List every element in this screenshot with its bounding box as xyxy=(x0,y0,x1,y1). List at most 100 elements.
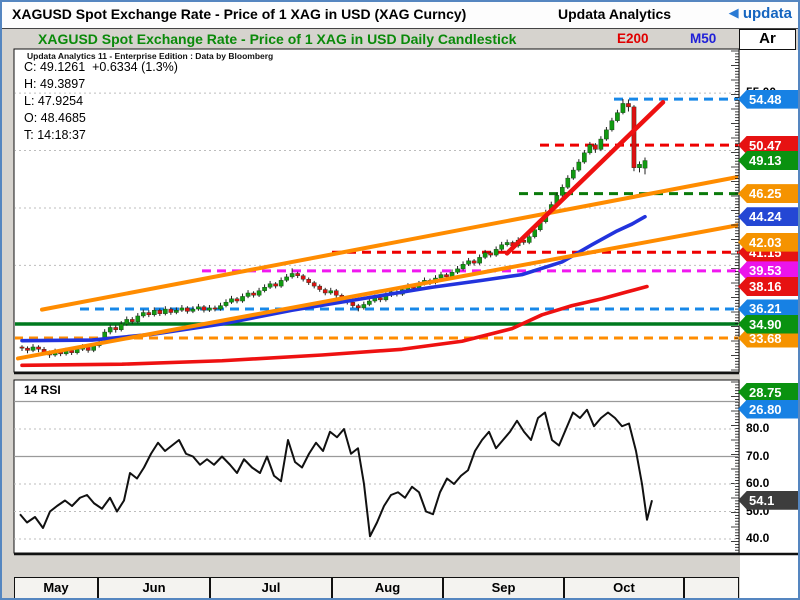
price-label-49.13[interactable]: 49.13 xyxy=(738,151,798,171)
candle-body-up xyxy=(587,144,593,154)
candle-body-down xyxy=(626,103,631,108)
price-label-34.90[interactable]: 34.90 xyxy=(738,314,798,334)
month-cell-Sep: Sep xyxy=(443,577,564,598)
candle-body-down xyxy=(273,283,278,287)
candle-body-up xyxy=(571,169,576,179)
candle-body-down xyxy=(350,301,356,306)
candle-body-down xyxy=(333,290,339,296)
candle-body-down xyxy=(19,346,25,349)
rsi-pane xyxy=(13,379,740,554)
candle-body-up xyxy=(245,292,251,297)
candle-body-down xyxy=(185,307,190,312)
candle-body-up xyxy=(455,268,460,273)
candle-body-up xyxy=(460,264,466,270)
candle-body-up xyxy=(174,310,179,313)
candle-body-up xyxy=(367,300,372,305)
candle-body-up xyxy=(190,308,196,312)
candle-body-up xyxy=(267,283,273,288)
candle-body-down xyxy=(295,273,300,276)
candle-body-down xyxy=(593,144,598,150)
price-pane xyxy=(13,48,740,373)
candle-body-down xyxy=(322,289,328,294)
candle-body-up xyxy=(482,252,488,258)
candle-body-down xyxy=(300,275,306,280)
quote-line: C: 49.1261 +0.6334 (1.3%) xyxy=(24,60,178,74)
candle-body-up xyxy=(284,276,289,281)
candle-body-up xyxy=(289,273,295,278)
candle-body-down xyxy=(113,327,119,330)
watermark-text: Updata Analytics 11 - Enterprise Edition… xyxy=(27,51,274,61)
rsi-current-value-label[interactable]: 54.1 xyxy=(738,490,798,510)
candle-body-down xyxy=(488,252,493,256)
month-cell-Jun: Jun xyxy=(98,577,210,598)
window-title: XAGUSD Spot Exchange Rate - Price of 1 X… xyxy=(12,6,467,22)
rsi-axis-value-60.0: 60.0 xyxy=(746,476,770,490)
trendline-steep-support xyxy=(504,100,666,256)
month-cell-Jul: Jul xyxy=(210,577,332,598)
chart-title: XAGUSD Spot Exchange Rate - Price of 1 X… xyxy=(38,31,517,47)
candle-body-down xyxy=(157,310,163,314)
candle-body-up xyxy=(218,305,223,310)
rsi-top-label-26.80[interactable]: 26.80 xyxy=(738,399,798,419)
legend-m50[interactable]: M50 xyxy=(690,31,717,46)
candle-body-up xyxy=(620,103,626,113)
candle-body-up xyxy=(493,249,499,256)
candle-body-up xyxy=(504,242,510,245)
brand-text: Updata Analytics xyxy=(558,6,672,22)
price-label-46.25[interactable]: 46.25 xyxy=(738,184,798,204)
candle-body-down xyxy=(311,282,317,287)
candle-body-up xyxy=(477,257,482,264)
price-label-50.47[interactable]: 50.47 xyxy=(738,135,798,155)
rsi-top-label-28.75[interactable]: 28.75 xyxy=(738,382,798,402)
price-label-54.48[interactable]: 54.48 xyxy=(738,89,798,109)
candle-body-down xyxy=(129,319,135,322)
candle-body-up xyxy=(256,290,262,296)
chart-header: XAGUSD Spot Exchange Rate - Price of 1 X… xyxy=(2,29,798,50)
candle-body-up xyxy=(532,229,538,237)
candle-body-down xyxy=(471,260,477,264)
candle-body-up xyxy=(604,129,609,140)
e200-line xyxy=(20,284,649,368)
candle-body-down xyxy=(146,312,152,316)
candle-body-up xyxy=(565,177,571,188)
candle-body-up xyxy=(609,120,615,131)
candle-body-up xyxy=(179,307,185,311)
candle-body-up xyxy=(499,244,504,250)
candle-body-down xyxy=(212,307,218,310)
logo-text: updata xyxy=(742,5,792,22)
candle-body-down xyxy=(36,346,41,350)
candle-body-up xyxy=(576,161,582,171)
candle-body-up xyxy=(466,260,471,265)
price-label-44.24[interactable]: 44.24 xyxy=(738,207,798,227)
price-label-39.53[interactable]: 39.53 xyxy=(738,261,798,281)
candle-body-up xyxy=(262,287,267,291)
quote-line: H: 49.3897 xyxy=(24,77,86,91)
candle-body-up xyxy=(560,187,565,196)
legend-e200[interactable]: E200 xyxy=(617,31,649,46)
candle-body-down xyxy=(201,306,207,311)
candle-body-up xyxy=(124,319,130,325)
pane-corner-button[interactable]: Ar xyxy=(739,29,796,50)
candle-body-up xyxy=(107,327,113,333)
price-label-42.03[interactable]: 42.03 xyxy=(738,232,798,252)
candle-body-down xyxy=(25,347,30,351)
rsi-line xyxy=(19,408,653,538)
candle-body-down xyxy=(317,285,323,290)
price-label-36.21[interactable]: 36.21 xyxy=(738,299,798,319)
candle-body-up xyxy=(361,304,367,309)
price-label-38.16[interactable]: 38.16 xyxy=(738,277,798,297)
rsi-pane-title: 14 RSI xyxy=(24,383,61,397)
candle-body-up xyxy=(196,306,201,310)
candle-body-up xyxy=(223,301,229,306)
updata-logo: ◀ updata xyxy=(729,5,792,22)
candle-body-down xyxy=(306,279,311,283)
candle-body-up xyxy=(118,323,124,330)
candle-body-down xyxy=(234,298,240,302)
candle-body-up xyxy=(207,307,212,311)
candle-body-up xyxy=(582,152,587,163)
title-bar: XAGUSD Spot Exchange Rate - Price of 1 X… xyxy=(2,2,798,29)
candle-body-down xyxy=(444,274,449,278)
candle-body-down xyxy=(168,308,174,313)
